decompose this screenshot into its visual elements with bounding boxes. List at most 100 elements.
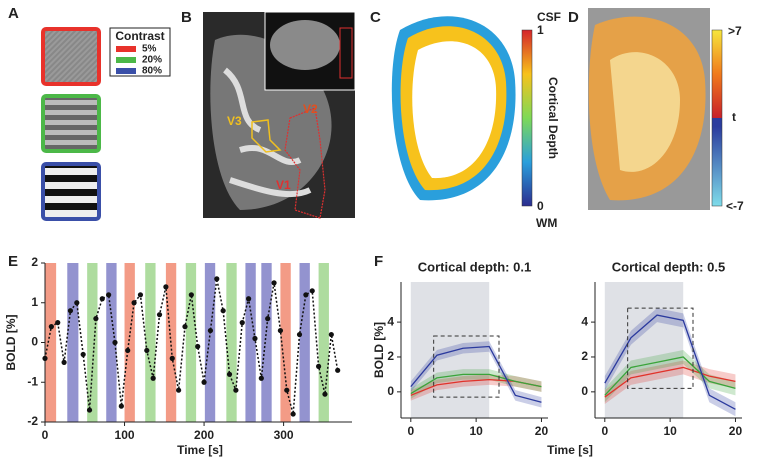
data-point bbox=[86, 407, 93, 413]
data-point bbox=[239, 320, 245, 326]
x-tick-label: 0 bbox=[407, 424, 414, 438]
legend-swatch bbox=[116, 57, 136, 63]
y-tick-label: 1 bbox=[31, 295, 38, 309]
data-point bbox=[55, 320, 61, 326]
colorbar-tick: 0 bbox=[537, 199, 544, 213]
x-axis-label: Time [s] bbox=[547, 443, 593, 457]
data-point bbox=[226, 371, 233, 377]
data-point bbox=[220, 308, 226, 314]
stimulus-band bbox=[87, 263, 98, 422]
stimulus-band bbox=[185, 263, 197, 422]
panel-label: E bbox=[8, 253, 18, 270]
data-point bbox=[169, 355, 175, 361]
stimulus-band bbox=[124, 263, 135, 422]
stimulus-band bbox=[67, 263, 79, 422]
data-line bbox=[410, 373, 542, 395]
x-tick-label: 200 bbox=[194, 428, 214, 442]
y-axis-label: BOLD [%] bbox=[372, 322, 386, 378]
data-point bbox=[48, 324, 54, 330]
data-point bbox=[163, 284, 169, 290]
data-point bbox=[144, 347, 150, 354]
panel-label: F bbox=[374, 253, 383, 270]
panel-label: D bbox=[568, 9, 579, 26]
stimulus-band bbox=[106, 263, 117, 422]
data-point bbox=[67, 308, 74, 314]
x-tick-label: 20 bbox=[729, 424, 743, 438]
data-point bbox=[150, 375, 156, 381]
stimulus-band bbox=[226, 263, 237, 422]
x-tick-label: 300 bbox=[274, 428, 294, 442]
y-tick-label: -1 bbox=[27, 374, 38, 388]
legend: 5%20%80% bbox=[116, 44, 162, 77]
stimulus-shade bbox=[410, 282, 490, 418]
data-line bbox=[604, 356, 736, 396]
data-point bbox=[246, 296, 252, 302]
stimulus-band bbox=[280, 263, 291, 422]
data-point bbox=[195, 343, 201, 350]
data-line bbox=[604, 366, 736, 398]
colorbar-tick: 1 bbox=[537, 23, 544, 37]
colorbar bbox=[711, 29, 723, 207]
data-point bbox=[207, 327, 214, 334]
data-point bbox=[284, 387, 290, 393]
x-tick-label: 100 bbox=[115, 428, 135, 442]
y-tick-label: 2 bbox=[581, 349, 588, 363]
data-point bbox=[42, 355, 48, 361]
data-line bbox=[410, 345, 542, 403]
colorbar-tick: <-7 bbox=[726, 199, 744, 213]
data-point bbox=[131, 300, 137, 306]
highlight-box bbox=[627, 307, 694, 389]
stimulus-band bbox=[318, 263, 329, 422]
data-point bbox=[201, 379, 207, 385]
data-point bbox=[112, 339, 118, 346]
x-tick-label: 0 bbox=[601, 424, 608, 438]
chart-title: Cortical depth: 0.5 bbox=[612, 259, 725, 274]
inset-roi bbox=[339, 27, 353, 79]
data-point bbox=[118, 403, 124, 409]
legend-swatch bbox=[116, 46, 136, 52]
y-tick-label: 0 bbox=[31, 335, 38, 349]
data-point bbox=[233, 387, 239, 393]
colorbar-label: CSF bbox=[537, 10, 561, 24]
data-point bbox=[176, 387, 182, 393]
data-point bbox=[296, 331, 303, 338]
v3-outline bbox=[251, 119, 282, 153]
legend-label: 20% bbox=[142, 55, 162, 66]
data-point bbox=[74, 300, 80, 306]
stimulus-band bbox=[45, 263, 57, 422]
stimulus-band bbox=[204, 263, 216, 422]
data-point bbox=[277, 327, 284, 334]
data-point bbox=[303, 292, 309, 298]
error-band bbox=[410, 341, 542, 408]
error-band bbox=[604, 308, 736, 417]
legend-title: Contrast bbox=[115, 29, 164, 43]
roi-label: V3 bbox=[227, 114, 242, 128]
legend-label: 80% bbox=[142, 66, 162, 77]
colorbar-title: Cortical Depth bbox=[546, 77, 560, 159]
panel-label: A bbox=[8, 5, 19, 22]
roi-label: V2 bbox=[303, 102, 318, 116]
data-point bbox=[99, 296, 105, 302]
y-tick-label: -2 bbox=[27, 414, 38, 428]
x-axis-label: Time [s] bbox=[177, 443, 223, 457]
data-point bbox=[309, 288, 315, 294]
colorbar bbox=[521, 29, 533, 207]
data-point bbox=[61, 359, 67, 365]
error-band bbox=[604, 360, 736, 405]
y-tick-label: 4 bbox=[387, 314, 394, 328]
data-point bbox=[265, 316, 271, 322]
tmap bbox=[610, 52, 680, 172]
y-axis-label: BOLD [%] bbox=[4, 315, 18, 371]
data-point bbox=[214, 276, 220, 282]
data-point bbox=[182, 324, 188, 330]
x-tick-label: 10 bbox=[663, 424, 677, 438]
y-tick-label: 4 bbox=[581, 314, 588, 328]
data-point bbox=[137, 292, 144, 298]
error-band bbox=[604, 350, 736, 403]
x-tick-label: 10 bbox=[469, 424, 483, 438]
y-tick-label: 0 bbox=[387, 384, 394, 398]
x-tick-label: 20 bbox=[535, 424, 549, 438]
data-point bbox=[328, 331, 334, 338]
stimulus-shade bbox=[604, 282, 684, 418]
stimulus-low bbox=[41, 27, 101, 86]
